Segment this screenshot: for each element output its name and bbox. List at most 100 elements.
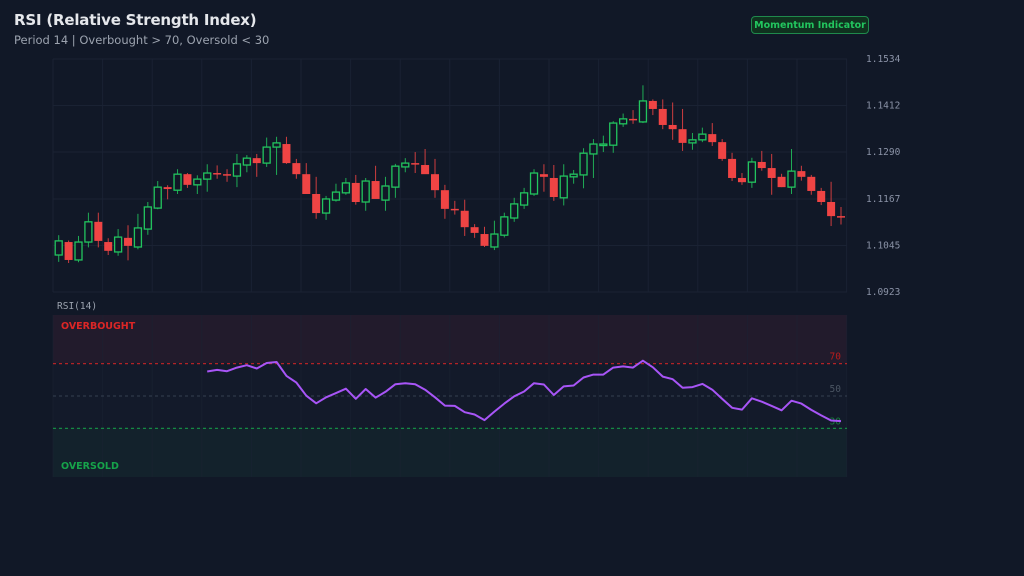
candle-bullish <box>589 139 598 178</box>
candle-body <box>64 242 73 260</box>
candle-body <box>539 174 548 177</box>
candle-bearish <box>163 185 172 200</box>
candle-bearish <box>421 148 430 175</box>
candle-bearish <box>837 206 845 225</box>
candle-bullish <box>618 113 628 127</box>
candle-body <box>411 163 420 165</box>
candle-bearish <box>94 212 103 248</box>
candle-body <box>767 168 776 178</box>
candle-body <box>401 162 410 168</box>
candle-body <box>737 177 746 183</box>
candle-bearish <box>460 199 469 236</box>
candle-body <box>797 171 806 177</box>
candle-body <box>817 190 826 203</box>
candle-bullish <box>242 155 251 173</box>
candle-bullish <box>341 177 351 195</box>
candle-body <box>529 172 539 195</box>
candle-bullish <box>391 163 400 198</box>
candle-body <box>292 163 301 175</box>
candle-body <box>143 206 152 230</box>
candle-body <box>421 165 430 175</box>
price-axis: 1.1534 1.1412 1.1290 1.1167 1.1045 1.0923 <box>866 54 901 298</box>
candle-bearish <box>539 164 548 192</box>
candle-body <box>262 146 271 164</box>
candle-bullish <box>698 127 707 143</box>
candle-bullish <box>272 136 281 175</box>
candle-body <box>787 170 796 188</box>
candle-body <box>173 173 182 191</box>
candle-body <box>589 143 598 155</box>
candle-body <box>282 144 291 164</box>
candle-body <box>272 142 281 148</box>
oversold-label: OVERSOLD <box>61 461 119 472</box>
candle-bullish <box>331 183 341 202</box>
candle-body <box>747 161 757 183</box>
candle-body <box>500 216 509 236</box>
candle-body <box>391 165 400 188</box>
candle-bullish <box>203 164 212 192</box>
candle-body <box>351 182 360 203</box>
candle-bearish <box>658 99 667 130</box>
price-tick-label: 1.0923 <box>866 287 900 298</box>
candle-bearish <box>302 163 311 194</box>
candle-body <box>252 158 261 164</box>
candle-body <box>84 221 93 243</box>
candle-bullish <box>262 137 271 167</box>
candle-bullish <box>143 202 152 235</box>
candle-body <box>599 143 608 147</box>
candle-body <box>104 242 113 251</box>
candle-bullish <box>490 220 499 251</box>
price-tick-label: 1.1534 <box>866 54 901 65</box>
rsi-line <box>207 359 842 423</box>
candle-bearish <box>292 158 301 179</box>
candle-body <box>371 181 380 199</box>
candle-body <box>183 174 192 185</box>
candle-body <box>163 187 172 190</box>
candle-body <box>678 129 687 143</box>
candle-bearish <box>252 153 261 177</box>
candle-bullish <box>381 176 390 211</box>
candle-bearish <box>777 173 786 188</box>
candle-body <box>480 234 489 246</box>
rsi-level-label-70: 70 <box>830 352 842 363</box>
candle-body <box>312 193 321 214</box>
candle-bullish <box>361 177 370 211</box>
candle-bullish <box>519 187 529 209</box>
candle-body <box>450 208 459 211</box>
candle-body <box>153 186 162 209</box>
candle-bearish <box>797 165 806 181</box>
candle-body <box>579 152 588 176</box>
candle-bearish <box>64 240 73 264</box>
candle-bullish <box>529 169 539 196</box>
candle-bearish <box>549 165 558 201</box>
candle-bearish <box>817 187 826 206</box>
candle-bullish <box>173 169 182 194</box>
candle-body <box>331 191 341 201</box>
candle-bullish <box>559 164 568 206</box>
price-tick-label: 1.1412 <box>866 101 900 112</box>
candle-body <box>113 236 123 253</box>
candle-bearish <box>757 150 766 171</box>
candle-bullish <box>401 158 410 173</box>
candle-body <box>807 176 816 191</box>
candle-bearish <box>371 165 380 199</box>
candle-bearish <box>440 184 449 219</box>
candle-body <box>668 124 677 130</box>
candle-bearish <box>450 200 459 215</box>
candle-bearish <box>312 176 321 219</box>
candle-bearish <box>708 123 717 146</box>
candle-body <box>609 122 618 146</box>
candle-bearish <box>282 136 291 164</box>
price-tick-label: 1.1290 <box>866 147 901 158</box>
candle-bearish <box>183 173 192 188</box>
candle-body <box>440 190 449 209</box>
page-title: RSI (Relative Strength Index) <box>14 11 257 29</box>
candle-body <box>490 233 499 248</box>
candle-bearish <box>430 158 439 198</box>
candle-body <box>658 108 667 125</box>
candle-bullish <box>609 121 618 153</box>
candle-bullish <box>133 213 143 250</box>
candle-bullish <box>638 85 648 124</box>
candle-body <box>133 227 143 248</box>
rsi-panel-label: RSI(14) <box>57 301 97 312</box>
